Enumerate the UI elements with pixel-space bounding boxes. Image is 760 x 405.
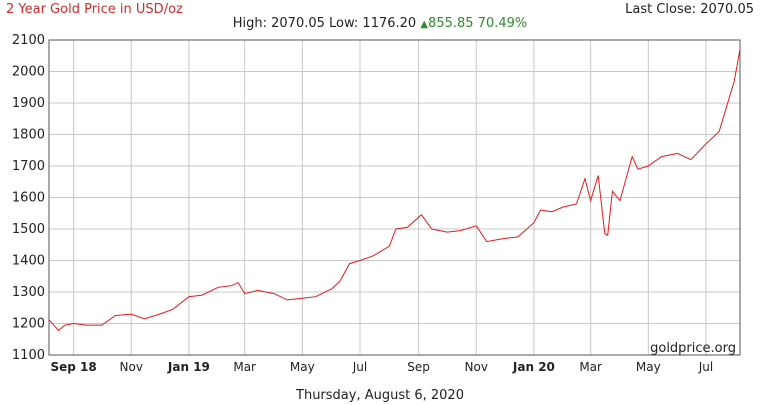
price-stats: High: 2070.05 Low: 1176.20 ▲855.85 70.49… — [0, 16, 760, 31]
chart-title: 2 Year Gold Price in USD/oz — [6, 2, 183, 17]
y-tick-label: 1600 — [12, 191, 45, 206]
last-close-label: Last Close: 2070.05 — [625, 2, 754, 17]
x-tick-label: Mar — [579, 360, 602, 374]
change-label: 855.85 70.49% — [428, 16, 528, 31]
date-footer: Thursday, August 6, 2020 — [296, 388, 464, 403]
x-axis-labels: Sep 18 Nov Jan 19 Mar May Jul Sep Nov Jan 20 Mar M… — [50, 360, 713, 374]
chart-axes — [48, 39, 741, 356]
y-tick-label: 1900 — [12, 96, 45, 111]
y-tick-label: 1100 — [12, 348, 45, 363]
y-tick-label: 1800 — [12, 128, 45, 143]
high-label: High: 2070.05 — [232, 16, 325, 31]
y-tick-label: 1400 — [12, 254, 45, 269]
x-tick-label: Sep — [407, 360, 430, 374]
x-tick-label: Nov — [465, 360, 488, 374]
x-tick-label: Sep 18 — [50, 360, 96, 374]
y-axis-labels: 1100 1200 1300 1400 1500 1600 1700 1800 1900 2000… — [12, 33, 45, 363]
x-tick-label: Mar — [233, 360, 256, 374]
x-tick-label: Jan 20 — [512, 360, 555, 374]
plot-border — [48, 39, 741, 356]
chart-grid — [49, 39, 740, 356]
y-tick-label: 1700 — [12, 159, 45, 174]
y-tick-label: 1500 — [12, 222, 45, 237]
x-tick-label: Jan 19 — [167, 360, 210, 374]
x-tick-label: Jul — [698, 360, 713, 374]
price-series-line — [48, 49, 741, 332]
x-tick-label: Jul — [352, 360, 367, 374]
y-tick-label: 1200 — [12, 317, 45, 332]
x-tick-label: May — [290, 360, 315, 374]
x-tick-label: May — [636, 360, 661, 374]
low-label: Low: 1176.20 — [329, 16, 417, 31]
up-triangle-icon: ▲ — [420, 19, 429, 30]
y-tick-label: 2000 — [12, 65, 45, 80]
brand-watermark: goldprice.org — [650, 341, 736, 356]
y-tick-label: 1300 — [12, 285, 45, 300]
y-tick-label: 2100 — [12, 33, 45, 48]
x-tick-label: Nov — [120, 360, 143, 374]
